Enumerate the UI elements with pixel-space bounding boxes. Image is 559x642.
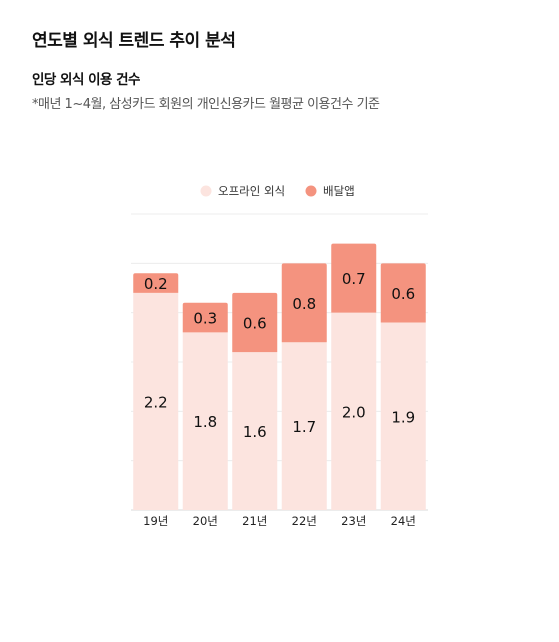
- segment-labels: 2.2 0.2 1.8 0.3 1.6 0.6 1.7 0.8 2.0 0.7 1.9 0.6: [144, 270, 415, 441]
- data-label: 0.6: [391, 285, 415, 303]
- bar-segment-delivery: [331, 243, 377, 313]
- bar-segment-offline: [281, 342, 327, 510]
- chart-note: *매년 1~4월, 삼성카드 회원의 개인신용카드 월평균 이용건수 기준: [32, 97, 380, 112]
- x-tick-label: 23년: [341, 514, 366, 528]
- data-label: 0.2: [144, 275, 168, 293]
- data-label: 0.7: [342, 270, 366, 288]
- legend: 오프라인 외식 배달앱: [200, 184, 355, 198]
- data-label: 0.8: [292, 295, 316, 313]
- data-label: 1.7: [292, 418, 316, 436]
- data-label: 1.6: [243, 423, 267, 441]
- bar-segment-offline: [182, 332, 228, 510]
- x-tick-label: 24년: [391, 514, 416, 528]
- grid-lines: [131, 213, 428, 511]
- x-tick-label: 19년: [143, 514, 168, 528]
- bar-segment-delivery: [281, 263, 327, 343]
- bar-segment-delivery: [232, 292, 278, 353]
- data-label: 0.3: [193, 310, 217, 328]
- bar-segment-offline: [380, 322, 426, 510]
- bar-segment-offline: [232, 352, 278, 510]
- data-label: 0.6: [243, 315, 267, 333]
- data-label: 1.8: [193, 413, 217, 431]
- x-tick-label: 20년: [193, 514, 218, 528]
- data-label: 2.0: [342, 403, 366, 421]
- bar-segment-delivery: [133, 273, 179, 293]
- legend-swatch-delivery: [305, 185, 317, 197]
- data-label: 1.9: [391, 408, 415, 426]
- x-tick-label: 22년: [292, 514, 317, 528]
- legend-label-delivery: 배달앱: [323, 184, 355, 198]
- x-tick-labels: 19년 20년 21년 22년 23년 24년: [143, 514, 416, 528]
- chart-subtitle: 인당 외식 이용 건수: [32, 72, 140, 88]
- legend-swatch-offline: [200, 185, 212, 197]
- bar-segment-offline: [133, 292, 179, 510]
- legend-label-offline: 오프라인 외식: [218, 184, 285, 198]
- bars: [133, 243, 426, 510]
- bar-segment-offline: [331, 312, 377, 510]
- x-tick-label: 21년: [242, 514, 267, 528]
- bar-segment-delivery: [182, 302, 228, 333]
- bar-segment-delivery: [380, 263, 426, 323]
- page-title: 연도별 외식 트렌드 추이 분석: [32, 31, 236, 51]
- data-label: 2.2: [144, 393, 168, 411]
